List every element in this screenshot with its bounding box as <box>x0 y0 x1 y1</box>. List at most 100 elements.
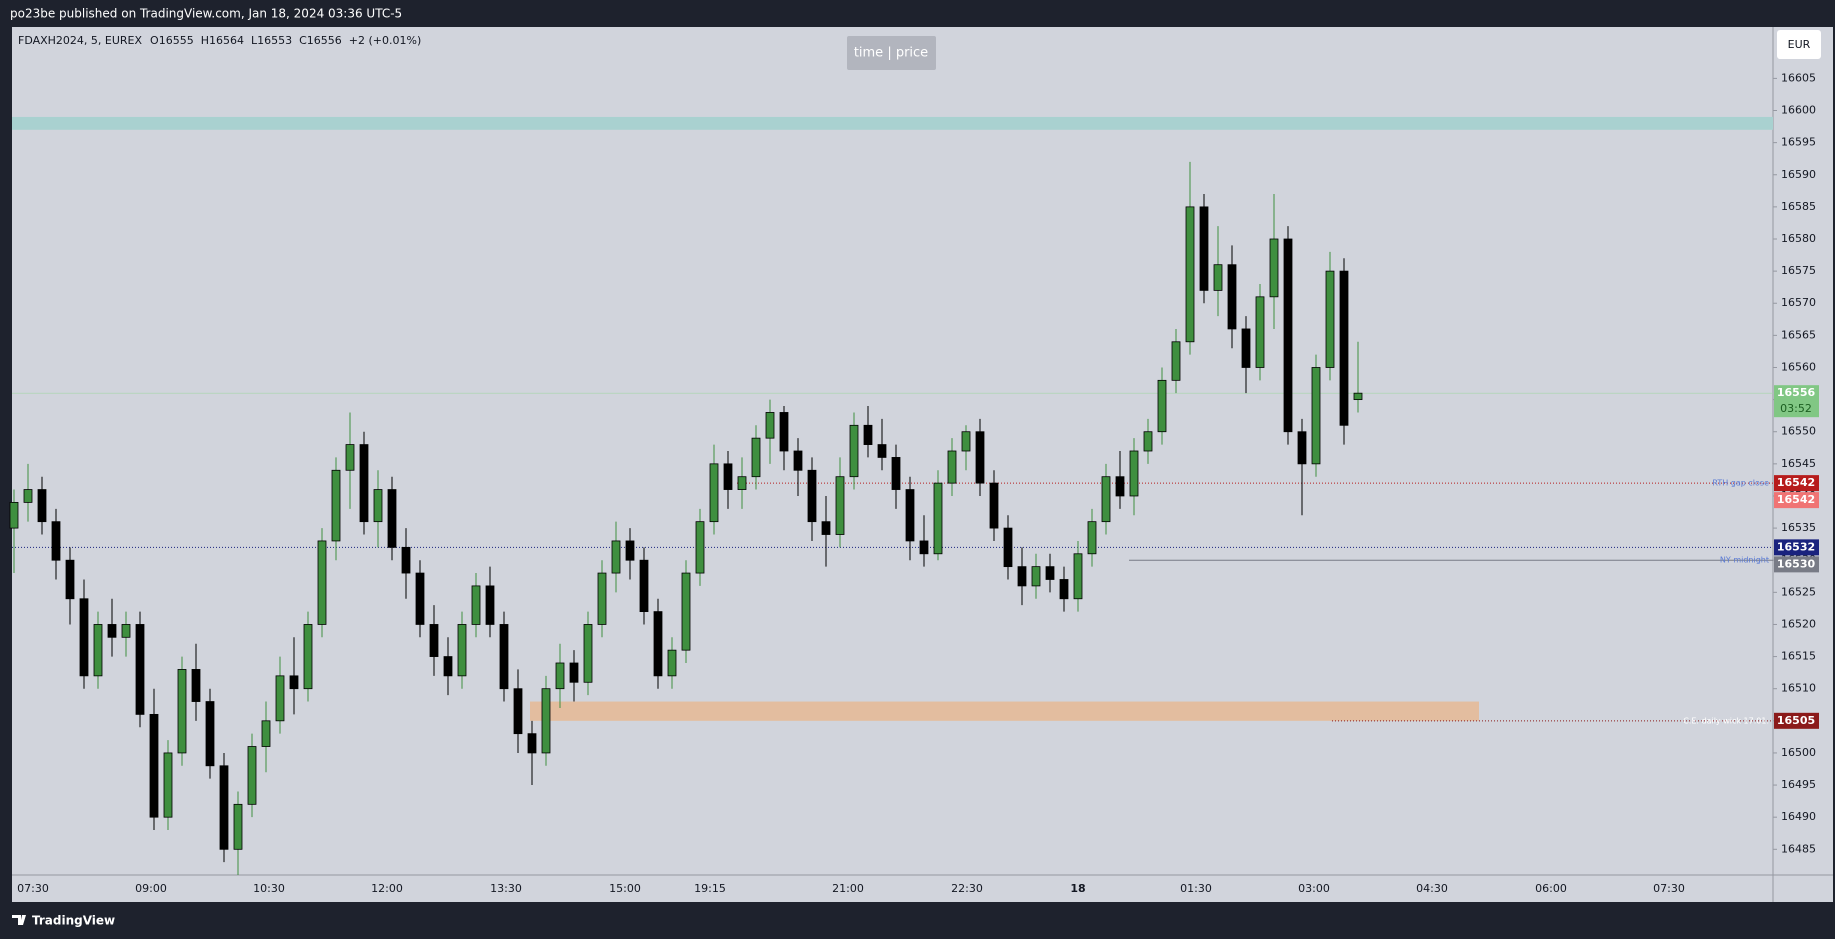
candle-body <box>1157 379 1167 433</box>
candle-body <box>1017 566 1027 587</box>
candle-body <box>1213 264 1223 291</box>
candle-body <box>919 540 929 555</box>
candle-body <box>485 585 495 625</box>
zone <box>530 701 1479 721</box>
candle-body <box>709 463 719 523</box>
x-tick-label: 09:00 <box>135 882 167 895</box>
candle-body <box>625 540 635 561</box>
candle-body <box>303 624 313 690</box>
candle-body <box>765 412 775 439</box>
price-tag <box>1774 475 1819 492</box>
y-tick-label: 16580 <box>1781 232 1816 245</box>
candle-body <box>415 572 425 625</box>
candle-body <box>1073 553 1083 600</box>
candle-body <box>387 489 397 548</box>
y-tick-label: 16605 <box>1781 71 1816 84</box>
symbol: FDAXH2024, 5, EUREX <box>18 34 143 47</box>
candle-body <box>471 585 481 625</box>
candle-body <box>1283 238 1293 433</box>
x-tick-label: 04:30 <box>1416 882 1448 895</box>
level-label: NY midnight <box>1720 556 1769 565</box>
candle-body <box>107 624 117 638</box>
legend: FDAXH2024, 5, EUREX <box>18 34 143 47</box>
candle-body <box>695 521 705 574</box>
mode-button-label: time | price <box>854 46 928 61</box>
candle-body <box>1297 431 1307 465</box>
candle-body <box>1241 328 1251 368</box>
y-tick-label: 16565 <box>1781 328 1816 341</box>
y-tick-label: 16515 <box>1781 650 1816 663</box>
candle-body <box>947 450 957 484</box>
candle-body <box>849 424 859 478</box>
candle-body <box>611 540 621 574</box>
x-tick-label: 06:00 <box>1535 882 1567 895</box>
price-tag-label: 16542 <box>1777 476 1815 489</box>
y-tick-label: 16600 <box>1781 104 1816 117</box>
candle-body <box>737 476 747 490</box>
x-tick-label: 03:00 <box>1298 882 1330 895</box>
candle-body <box>1101 476 1111 523</box>
y-tick-label: 16500 <box>1781 746 1816 759</box>
candle-body <box>37 489 47 523</box>
y-tick-label: 16510 <box>1781 682 1816 695</box>
candle-body <box>177 669 187 754</box>
y-tick-label: 16545 <box>1781 457 1816 470</box>
x-tick-label: 10:30 <box>253 882 285 895</box>
x-tick-label: 18 <box>1070 882 1085 895</box>
candle-body <box>1199 206 1209 291</box>
y-tick-label: 16570 <box>1781 296 1816 309</box>
candle-body <box>541 688 551 754</box>
y-tick-label: 16490 <box>1781 810 1816 823</box>
mode-button[interactable] <box>847 36 936 70</box>
candle-body <box>751 437 761 478</box>
x-tick-label: 15:00 <box>609 882 641 895</box>
candle-body <box>443 656 453 677</box>
price-tag <box>1774 539 1819 556</box>
candle-body <box>331 469 341 542</box>
candle-body <box>513 688 523 735</box>
candle-body <box>1059 579 1069 600</box>
candle-body <box>779 412 789 452</box>
candle-body <box>261 720 271 747</box>
candle-body <box>975 431 985 484</box>
x-tick-label: 12:00 <box>371 882 403 895</box>
candle-body <box>1003 527 1013 568</box>
candle-body <box>863 424 873 445</box>
candle-body <box>191 669 201 702</box>
currency-box[interactable] <box>1777 30 1821 59</box>
candle-body <box>499 624 509 690</box>
candle-body <box>821 521 831 535</box>
candle-body <box>1269 238 1279 298</box>
y-tick-label: 16495 <box>1781 778 1816 791</box>
zone <box>12 116 1773 130</box>
candle-body <box>835 476 845 535</box>
x-tick-label: 19:15 <box>694 882 726 895</box>
candle-body <box>583 624 593 683</box>
candle-body <box>401 546 411 574</box>
candle-body <box>457 624 467 677</box>
countdown: 03:52 <box>1780 402 1812 415</box>
candle-body <box>989 482 999 529</box>
candle-body <box>289 675 299 690</box>
candle-body <box>79 598 89 677</box>
brand-logo <box>12 915 26 925</box>
candle-body <box>1353 392 1363 401</box>
price-tag-label: 16532 <box>1777 540 1815 553</box>
candle-body <box>1115 476 1125 497</box>
candle-body <box>219 765 229 850</box>
candle-body <box>345 444 355 471</box>
level-label: RTH gap close <box>1712 479 1769 488</box>
candle-body <box>723 463 733 490</box>
candle-body <box>317 540 327 625</box>
candle-body <box>793 450 803 471</box>
ohlc-label: O16555 <box>150 34 194 47</box>
candle-body <box>163 752 173 818</box>
y-tick-label: 16585 <box>1781 200 1816 213</box>
candle-body <box>233 803 243 850</box>
price-tag-label: 16542 <box>1777 493 1815 506</box>
candle-body <box>359 444 369 523</box>
candle-body <box>51 521 61 561</box>
candle-body <box>1045 566 1055 580</box>
